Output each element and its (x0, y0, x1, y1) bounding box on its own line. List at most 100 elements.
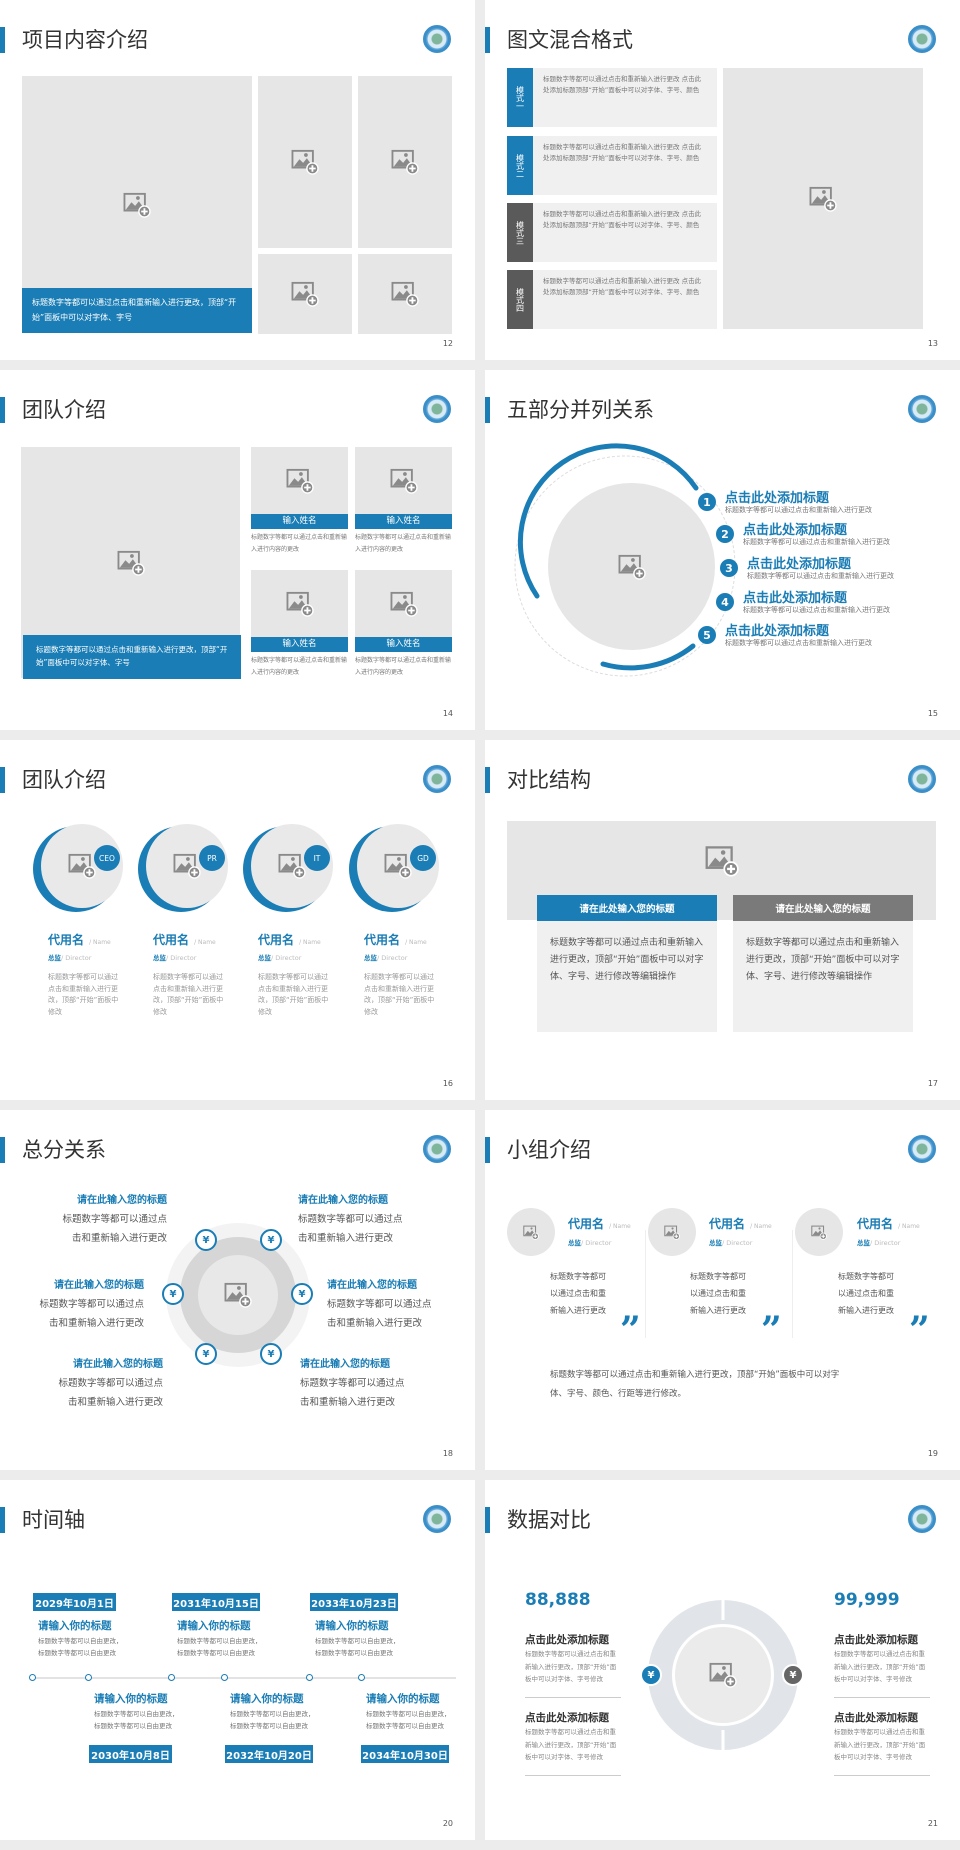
member-role-line: 总监/ Director (709, 1230, 752, 1249)
member-role: 总监 (857, 1239, 870, 1247)
slide-18[interactable]: 总分关系 ¥ 请在此输入您的标题 标题数字等都可以通过点 击和重新输入进行更改 … (0, 1110, 475, 1470)
event-date: 2034年10月30日 (361, 1745, 449, 1763)
member-role-line: 总监/ Director (857, 1230, 900, 1249)
image-add-icon (224, 1282, 252, 1308)
slide-21[interactable]: 数据对比 ¥ ¥ 88,888 点击此处添加标题 标题数字等都可以通过点击和重新输… (485, 1480, 960, 1840)
title-accent-bar (0, 27, 5, 53)
slide-12[interactable]: 项目内容介绍 标题数字等都可以通过点击和重新输入进行更改，顶部“开始”面板中可以… (0, 0, 475, 360)
member-role-en: / Director (271, 954, 302, 962)
member-name-en: / Name (89, 939, 111, 946)
event-title[interactable]: 请输入你的标题 (38, 1620, 112, 1632)
image-placeholder[interactable] (258, 254, 352, 334)
stat-title[interactable]: 点击此处添加标题 (834, 1712, 918, 1724)
card-header[interactable]: 请在此处输入您的标题 (537, 895, 717, 921)
school-logo (423, 25, 451, 53)
image-placeholder[interactable] (258, 76, 352, 248)
branch-title[interactable]: 请在此输入您的标题 (327, 1280, 417, 1291)
timeline-node[interactable] (85, 1674, 92, 1681)
member-name-en: / Name (898, 1223, 920, 1230)
mode-tab[interactable]: 模式二 (507, 136, 533, 195)
image-placeholder-circle[interactable] (548, 483, 715, 650)
member-desc: 标题数字等都可以通过点击和重新输入进行更改，顶部“开始”面板中修改 (153, 973, 224, 1016)
member-desc: 标题数字等都可以通过点击和重新输入进行内容的更改 (251, 534, 348, 553)
school-logo (908, 1505, 936, 1533)
slide-13[interactable]: 图文混合格式 模式一 标题数字等都可以通过点击和重新输入进行更改 点击此处添加标… (485, 0, 960, 360)
branch-desc-line1: 标题数字等都可以通过点 (298, 1214, 403, 1225)
title-accent-bar (485, 1507, 490, 1533)
member-name: 输入姓名 (251, 514, 348, 529)
event-title[interactable]: 请输入你的标题 (177, 1620, 251, 1632)
image-placeholder[interactable] (358, 76, 452, 248)
card-text: 标题数字等都可以通过点击和重新输入进行更改，顶部“开始”面板中可以对字体、字号、… (537, 921, 717, 1032)
branch-title[interactable]: 请在此输入您的标题 (300, 1359, 390, 1370)
title-accent-bar (0, 397, 5, 423)
item-title[interactable]: 点击此处添加标题 (725, 491, 830, 506)
timeline-node[interactable] (358, 1674, 365, 1681)
member-role-en: / Director (61, 954, 92, 962)
timeline-node[interactable] (221, 1674, 228, 1681)
item-number-badge: 3 (720, 559, 738, 577)
role-badge: GD (410, 845, 436, 871)
member-photo[interactable] (355, 447, 452, 514)
member-photo[interactable] (251, 570, 348, 637)
mode-tab[interactable]: 模式四 (507, 270, 533, 329)
stat-title[interactable]: 点击此处添加标题 (525, 1634, 609, 1646)
image-placeholder[interactable] (358, 254, 452, 334)
slide-title: 时间轴 (22, 1508, 85, 1532)
event-title[interactable]: 请输入你的标题 (315, 1620, 389, 1632)
member-name-en: / Name (750, 1223, 772, 1230)
member-photo[interactable] (355, 570, 452, 637)
event-title[interactable]: 请输入你的标题 (230, 1693, 304, 1705)
slide-15[interactable]: 五部分并列关系 1 点击此处添加标题 标题数字等都可以通过点击和重新输入进行更改… (485, 370, 960, 730)
slide-20[interactable]: 时间轴 2029年10月1日 请输入你的标题 标题数字等都可以自由更改，标题数字… (0, 1480, 475, 1840)
branch-title[interactable]: 请在此输入您的标题 (54, 1280, 144, 1291)
timeline-node[interactable] (29, 1674, 36, 1681)
slide-17[interactable]: 对比结构 请在此处输入您的标题 标题数字等都可以通过点击和重新输入进行更改，顶部… (485, 740, 960, 1100)
event-title[interactable]: 请输入你的标题 (94, 1693, 168, 1705)
stat-title[interactable]: 点击此处添加标题 (525, 1712, 609, 1724)
page-number: 13 (927, 339, 938, 348)
image-add-icon (173, 853, 201, 879)
timeline-node[interactable] (168, 1674, 175, 1681)
member-desc: 标题数字等都可以通过点击和重新输入进行内容的更改 (355, 657, 452, 676)
money-bag-icon: ¥ (195, 1229, 217, 1251)
mode-tab[interactable]: 模式一 (507, 68, 533, 127)
timeline-node[interactable] (306, 1674, 313, 1681)
item-title[interactable]: 点击此处添加标题 (725, 624, 830, 639)
member-desc: 标题数字等都可以通过点击和重新输入进行更改 (838, 1272, 894, 1315)
image-placeholder[interactable] (723, 68, 923, 329)
member-photo[interactable] (507, 1208, 555, 1256)
money-bag-icon: ¥ (260, 1229, 282, 1251)
image-add-icon (68, 853, 96, 879)
member-desc: 标题数字等都可以通过点击和重新输入进行内容的更改 (251, 657, 348, 676)
slide-14[interactable]: 团队介绍 标题数字等都可以通过点击和重新输入进行更改，顶部“开始”面板中可以对字… (0, 370, 475, 730)
item-title[interactable]: 点击此处添加标题 (743, 523, 848, 538)
branch-title[interactable]: 请在此输入您的标题 (77, 1195, 167, 1206)
school-logo (908, 765, 936, 793)
member-photo[interactable] (795, 1208, 843, 1256)
branch-title[interactable]: 请在此输入您的标题 (298, 1195, 388, 1206)
image-placeholder-circle[interactable] (198, 1255, 278, 1335)
slide-16[interactable]: 团队介绍 CEO 代用名 / Name 总监/ Director 标题数字等都可… (0, 740, 475, 1100)
member-role: 总监 (153, 954, 166, 962)
member-name: 代用名 (364, 933, 401, 947)
slide-19[interactable]: 小组介绍 代用名 / Name 总监/ Director 标题数字等都可以通过点… (485, 1110, 960, 1470)
event-title[interactable]: 请输入你的标题 (366, 1693, 440, 1705)
member-photo[interactable] (648, 1208, 696, 1256)
member-name: 代用名 (153, 933, 190, 947)
mode-tab[interactable]: 模式三 (507, 203, 533, 262)
image-placeholder-circle[interactable] (675, 1627, 771, 1723)
member-name: 代用名 (568, 1217, 605, 1231)
item-title[interactable]: 点击此处添加标题 (743, 591, 848, 606)
mode-text: 标题数字等都可以通过点击和重新输入进行更改 点击此处添加标题顶部“开始”面板中可… (533, 136, 717, 195)
stat-title[interactable]: 点击此处添加标题 (834, 1634, 918, 1646)
card-header[interactable]: 请在此处输入您的标题 (733, 895, 913, 921)
branch-title[interactable]: 请在此输入您的标题 (73, 1359, 163, 1370)
item-title[interactable]: 点击此处添加标题 (747, 557, 852, 572)
role-badge: CEO (94, 845, 120, 871)
caption-box: 标题数字等都可以通过点击和重新输入进行更改，顶部“开始”面板中可以对字体、字号 (22, 288, 252, 333)
image-add-icon (123, 192, 151, 218)
member-photo[interactable] (251, 447, 348, 514)
image-add-icon (390, 468, 418, 494)
image-add-icon (811, 1225, 827, 1240)
